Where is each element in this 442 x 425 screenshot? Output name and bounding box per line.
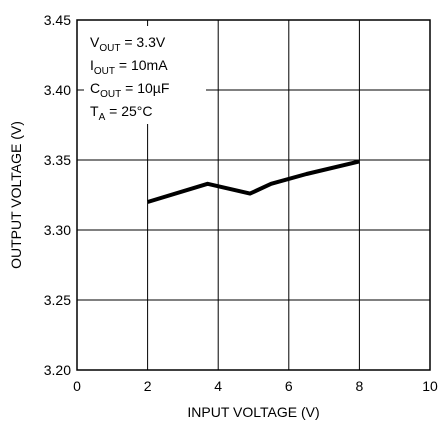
series-line (147, 159, 360, 204)
x-axis-label: INPUT VOLTAGE (V) (187, 404, 319, 420)
y-tick-labels: 3.20 3.25 3.30 3.35 3.40 3.45 (44, 12, 71, 378)
y-tick-label: 3.45 (44, 12, 71, 28)
x-tick-label: 10 (422, 378, 438, 394)
condition-line: IOUT = 10mA (90, 57, 168, 77)
y-tick-label: 3.40 (44, 82, 71, 98)
x-tick-label: 2 (144, 378, 152, 394)
conditions-box (84, 26, 206, 124)
x-tick-label: 4 (214, 378, 222, 394)
x-tick-label: 8 (356, 378, 364, 394)
y-tick-label: 3.30 (44, 222, 71, 238)
x-tick-label: 0 (73, 378, 81, 394)
condition-line: COUT = 10µF (90, 80, 169, 100)
y-axis-label: OUTPUT VOLTAGE (V) (8, 121, 24, 269)
y-tick-label: 3.25 (44, 292, 71, 308)
condition-line: VOUT = 3.3V (90, 34, 166, 54)
conditions-legend: VOUT = 3.3V IOUT = 10mA COUT = 10µF TA = 25… (84, 26, 206, 124)
condition-line: TA = 25°C (90, 103, 152, 123)
y-tick-label: 3.35 (44, 152, 71, 168)
grid (77, 20, 430, 370)
x-tick-labels: 0 2 4 6 8 10 (73, 378, 438, 394)
plot-frame (76, 19, 431, 371)
x-tick-label: 6 (285, 378, 293, 394)
y-tick-label: 3.20 (44, 362, 71, 378)
